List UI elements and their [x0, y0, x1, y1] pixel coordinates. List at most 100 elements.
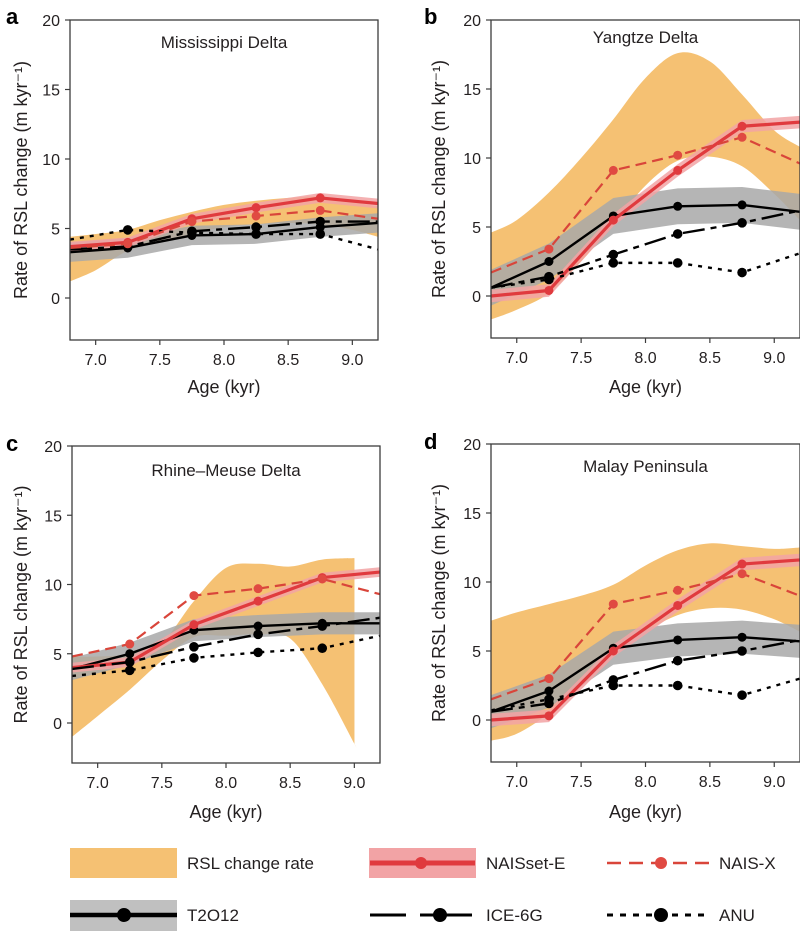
ice-6g-point	[315, 216, 326, 227]
t2o12-band	[491, 620, 800, 729]
x-tick-label: 7.0	[506, 774, 528, 791]
rsl-change-rate-band	[70, 196, 378, 282]
naisset-e-point	[544, 285, 554, 295]
nais-x-point	[253, 584, 263, 594]
x-tick-label: 8.0	[215, 775, 237, 792]
x-tick-label: 7.5	[151, 775, 173, 792]
y-tick-label: 20	[463, 13, 481, 30]
x-tick-label: 7.5	[149, 352, 171, 369]
anu-point	[672, 680, 683, 691]
x-tick-label: 8.5	[699, 350, 721, 367]
x-tick-label: 8.0	[634, 350, 656, 367]
x-tick-label: 9.0	[343, 775, 365, 792]
nais-x-line	[72, 577, 380, 658]
panel-title: Rhine–Meuse Delta	[151, 461, 301, 480]
y-tick-label: 5	[51, 222, 60, 239]
naisset-e-line	[70, 196, 378, 249]
t2o12-line	[491, 203, 800, 289]
x-axis-label: Age (kyr)	[609, 377, 682, 397]
y-tick-label: 5	[472, 220, 481, 237]
y-tick-label: 5	[472, 644, 481, 661]
y-tick-label: 0	[53, 716, 62, 733]
nais-x-point	[737, 569, 747, 579]
nais-x-point	[544, 674, 554, 684]
ice-6g-point	[737, 218, 747, 228]
y-tick-label: 10	[463, 151, 481, 168]
naisset-e-point	[544, 711, 554, 721]
y-tick-label: 15	[42, 83, 60, 100]
x-tick-label: 8.0	[213, 352, 235, 369]
naisset-e-point	[737, 559, 747, 569]
x-tick-label: 7.0	[85, 352, 107, 369]
y-tick-label: 5	[53, 647, 62, 664]
naisset-e-point	[608, 215, 618, 225]
anu-point	[544, 274, 554, 285]
anu-point	[253, 647, 263, 658]
legend-item-naisset-e: NAISset-E	[369, 848, 565, 878]
ice-6g-line	[70, 220, 378, 251]
panel-letter-c: c	[6, 431, 18, 456]
plot-area	[72, 558, 380, 749]
legend-swatch-rsl	[70, 848, 177, 878]
x-tick-label: 7.0	[506, 350, 528, 367]
legend-item-ice6g: ICE-6G	[370, 906, 543, 925]
ice-6g-point	[189, 642, 199, 652]
y-tick-label: 20	[44, 439, 62, 456]
ice-6g-point	[672, 229, 683, 239]
nais-x-line	[70, 209, 378, 250]
y-axis-label: Rate of RSL change (m kyr⁻¹)	[11, 486, 31, 724]
t2o12-line	[72, 622, 380, 671]
legend: RSL change rate NAISset-E NAIS-X T2O12 I…	[70, 848, 776, 931]
t2o12-band	[491, 186, 800, 306]
legend-marker-t2012	[117, 908, 131, 922]
anu-point	[317, 643, 328, 654]
y-tick-label: 10	[44, 578, 62, 595]
ice-6g-line	[72, 616, 380, 671]
t2o12-point	[673, 201, 683, 211]
y-tick-label: 0	[472, 713, 481, 730]
naisset-e-point	[251, 203, 261, 213]
x-tick-label: 9.0	[763, 774, 785, 791]
anu-point	[608, 680, 619, 691]
nais-x-line	[491, 572, 800, 701]
t2o12-band	[70, 213, 378, 262]
y-tick-label: 15	[44, 508, 62, 525]
t2o12-point	[253, 621, 263, 631]
naisset-e-point	[673, 165, 683, 175]
nais-x-point	[189, 591, 199, 601]
anu-point	[737, 267, 747, 278]
ice-6g-line	[491, 209, 800, 289]
nais-x-point	[737, 132, 747, 142]
naisset-e-point	[189, 620, 199, 630]
x-axis-label: Age (kyr)	[187, 377, 260, 397]
panel-b: 0 5 10 15 20 7.0 7.5 8.0 8.5 9.0 Yangtze Delta Age …	[429, 13, 800, 397]
nais-x-point	[608, 599, 618, 609]
panel-letter-a: a	[6, 4, 19, 29]
t2o12-point	[544, 686, 554, 696]
panel-letter-b: b	[424, 4, 437, 29]
anu-point	[672, 258, 683, 268]
legend-item-anu: ANU	[607, 906, 755, 925]
panel-title: Mississippi Delta	[161, 33, 288, 52]
y-tick-label: 0	[472, 289, 481, 306]
t2o12-point	[544, 257, 554, 266]
anu-point	[608, 258, 619, 268]
anu-point	[251, 229, 261, 239]
ice-6g-point	[317, 621, 328, 631]
anu-point	[122, 225, 133, 235]
y-axis-label: Rate of RSL change (m kyr⁻¹)	[429, 484, 449, 722]
anu-point	[187, 227, 197, 238]
t2o12-point	[673, 635, 683, 645]
ice-6g-point	[672, 655, 683, 666]
t2o12-point	[737, 632, 747, 642]
nais-x-point	[608, 165, 618, 175]
nais-x-point	[123, 239, 133, 249]
ice-6g-line	[491, 638, 800, 713]
x-tick-label: 8.5	[279, 775, 301, 792]
y-tick-label: 20	[463, 437, 481, 454]
legend-item-rsl: RSL change rate	[70, 848, 314, 878]
x-tick-label: 8.5	[277, 352, 299, 369]
t2o12-point	[737, 200, 747, 210]
ice-6g-point	[251, 222, 261, 232]
